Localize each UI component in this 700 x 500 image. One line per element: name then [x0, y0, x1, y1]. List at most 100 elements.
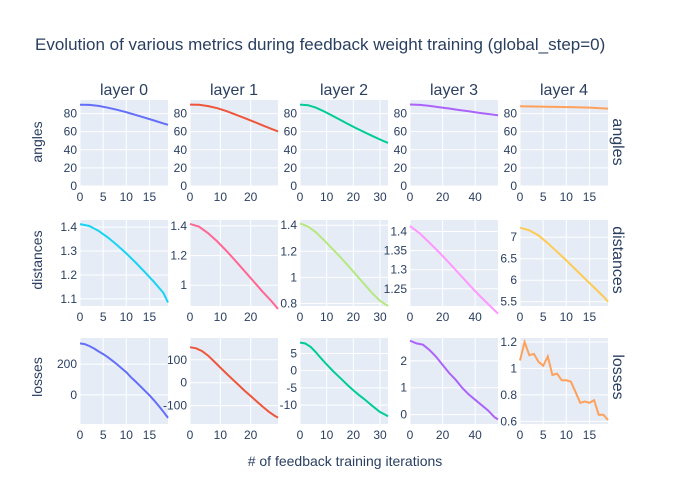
row-title-right-distances: distances [609, 226, 626, 294]
x-tick-label: 10 [560, 310, 574, 324]
y-tick-label: 0 [400, 179, 407, 193]
y-tick-label: 0 [180, 376, 187, 390]
y-tick-label: -5 [286, 381, 297, 395]
x-tick-label: 10 [560, 190, 574, 204]
column-title-4: layer 4 [540, 82, 588, 99]
y-tick-label: 100 [167, 353, 187, 367]
series-line-losses-3 [409, 339, 499, 421]
x-tick-label: 0 [297, 190, 304, 204]
y-tick-label: 80 [174, 107, 188, 121]
series-line-distances-0 [79, 223, 169, 303]
x-tick-label: 10 [120, 190, 134, 204]
panel-losses-1: 0 10 20 -100 0 100 [163, 338, 279, 442]
row-title-right-losses: losses [609, 354, 626, 399]
y-tick-label: 0 [400, 408, 407, 422]
row-title-right-angles: angles [609, 118, 626, 165]
row-title-left-distances: distances [29, 230, 45, 289]
x-tick-label: 0 [407, 310, 414, 324]
y-tick-label: 1.2 [280, 244, 297, 258]
x-tick-label: 30 [373, 310, 387, 324]
x-tick-label: 15 [583, 428, 597, 442]
x-tick-label: 10 [320, 310, 334, 324]
series-line-losses-1 [189, 346, 279, 419]
panel-angles-4: 0 5 10 15 0 20 40 60 80 [504, 100, 609, 204]
plot-area [410, 338, 498, 424]
x-tick-label: 15 [143, 310, 157, 324]
y-tick-label: 1 [180, 278, 187, 292]
y-tick-label: 1.2 [500, 335, 517, 349]
y-tick-label: 80 [64, 107, 78, 121]
x-tick-label: 5 [100, 190, 107, 204]
x-tick-label: 5 [540, 190, 547, 204]
series-line-losses-0 [79, 342, 169, 419]
series-line-distances-1 [189, 222, 279, 310]
y-tick-label: 5 [290, 346, 297, 360]
x-tick-label: 0 [187, 190, 194, 204]
x-tick-label: 0 [77, 310, 84, 324]
panel-angles-3: 0 20 40 0 20 40 60 80 [394, 100, 499, 204]
y-tick-label: 0 [180, 179, 187, 193]
y-tick-label: 1.4 [60, 220, 77, 234]
y-tick-label: 1.3 [390, 263, 407, 277]
series-line-losses-2 [299, 341, 389, 418]
y-tick-label: 60 [504, 125, 518, 139]
y-tick-label: 1.2 [170, 249, 187, 263]
y-tick-label: 0 [290, 179, 297, 193]
y-tick-label: 1.4 [170, 219, 187, 233]
y-tick-label: 0 [70, 179, 77, 193]
y-tick-label: 1.4 [280, 218, 297, 232]
y-tick-label: 0 [290, 364, 297, 378]
x-tick-label: 30 [373, 428, 387, 442]
column-title-2: layer 2 [320, 82, 368, 99]
x-tick-label: 0 [517, 428, 524, 442]
x-tick-label: 0 [407, 190, 414, 204]
x-tick-label: 20 [436, 428, 450, 442]
figure-title: Evolution of various metrics during feed… [35, 35, 605, 54]
x-tick-label: 15 [583, 190, 597, 204]
panel-distances-0: 0 5 10 15 1.1 1.2 1.3 1.4 [60, 220, 169, 324]
y-tick-label: 80 [284, 107, 298, 121]
y-tick-label: 20 [64, 161, 78, 175]
plot-area [80, 220, 168, 306]
y-tick-label: 1.25 [384, 282, 408, 296]
panel-angles-1: 0 10 20 0 20 40 60 80 [174, 100, 279, 204]
series-line-distances-4 [519, 226, 609, 303]
x-tick-label: 5 [540, 428, 547, 442]
x-tick-label: 20 [347, 310, 361, 324]
y-tick-label: 60 [64, 125, 78, 139]
y-tick-label: 2 [400, 354, 407, 368]
y-tick-label: 0 [510, 179, 517, 193]
panel-losses-3: 0 20 40 0 1 2 [400, 338, 499, 442]
x-tick-label: 40 [469, 428, 483, 442]
y-tick-label: 20 [504, 161, 518, 175]
y-tick-label: 5.5 [500, 295, 517, 309]
x-tick-label: 20 [244, 310, 258, 324]
series-line-angles-1 [189, 103, 279, 133]
x-tick-label: 15 [143, 190, 157, 204]
y-tick-label: 7 [510, 230, 517, 244]
y-tick-label: 1.3 [60, 244, 77, 258]
column-title-3: layer 3 [430, 82, 478, 99]
plot-area [80, 100, 168, 186]
x-tick-label: 5 [100, 310, 107, 324]
x-tick-label: 10 [560, 428, 574, 442]
x-tick-label: 20 [347, 190, 361, 204]
y-tick-label: 80 [394, 107, 408, 121]
y-tick-label: 1 [510, 361, 517, 375]
y-tick-label: 80 [504, 107, 518, 121]
y-tick-label: 20 [394, 161, 408, 175]
y-tick-label: 60 [284, 125, 298, 139]
x-tick-label: 0 [297, 428, 304, 442]
series-line-distances-3 [409, 225, 499, 315]
panel-losses-0: 0 5 10 15 0 200 [57, 338, 169, 442]
series-line-angles-2 [299, 103, 389, 144]
x-tick-label: 10 [320, 190, 334, 204]
y-tick-label: -10 [280, 398, 298, 412]
x-tick-label: 0 [517, 310, 524, 324]
panel-angles-0: 0 5 10 15 0 20 40 60 80 [64, 100, 169, 204]
x-tick-label: 30 [373, 190, 387, 204]
series-line-angles-0 [79, 103, 169, 126]
x-tick-label: 20 [244, 190, 258, 204]
y-tick-label: 40 [284, 143, 298, 157]
